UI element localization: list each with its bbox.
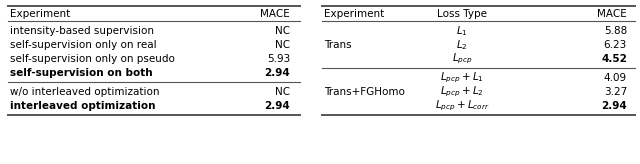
Text: self-supervision on both: self-supervision on both <box>10 68 152 78</box>
Text: Loss Type: Loss Type <box>437 9 487 19</box>
Text: 5.93: 5.93 <box>267 54 290 64</box>
Text: interleaved optimization: interleaved optimization <box>10 101 156 111</box>
Text: self-supervision only on real: self-supervision only on real <box>10 40 157 50</box>
Text: $L_2$: $L_2$ <box>456 38 468 52</box>
Text: 2.94: 2.94 <box>601 101 627 111</box>
Text: $L_{pcp} + L_2$: $L_{pcp} + L_2$ <box>440 85 484 99</box>
Text: MACE: MACE <box>597 9 627 19</box>
Text: $L_{pcp} + L_{corr}$: $L_{pcp} + L_{corr}$ <box>435 99 490 113</box>
Text: 2.94: 2.94 <box>264 68 290 78</box>
Text: intensity-based supervision: intensity-based supervision <box>10 26 154 36</box>
Text: 3.27: 3.27 <box>604 87 627 97</box>
Text: 6.23: 6.23 <box>604 40 627 50</box>
Text: Experiment: Experiment <box>324 9 384 19</box>
Text: Trans+FGHomo: Trans+FGHomo <box>324 87 405 97</box>
Text: NC: NC <box>275 26 290 36</box>
Text: NC: NC <box>275 40 290 50</box>
Text: $L_{pcp} + L_1$: $L_{pcp} + L_1$ <box>440 71 484 85</box>
Text: 4.09: 4.09 <box>604 73 627 83</box>
Text: $L_1$: $L_1$ <box>456 24 468 38</box>
Text: 5.88: 5.88 <box>604 26 627 36</box>
Text: self-supervision only on pseudo: self-supervision only on pseudo <box>10 54 175 64</box>
Text: MACE: MACE <box>260 9 290 19</box>
Text: NC: NC <box>275 87 290 97</box>
Text: Trans: Trans <box>324 40 351 50</box>
Text: $L_{pcp}$: $L_{pcp}$ <box>452 52 472 66</box>
Text: Experiment: Experiment <box>10 9 70 19</box>
Text: w/o interleaved optimization: w/o interleaved optimization <box>10 87 159 97</box>
Text: 4.52: 4.52 <box>601 54 627 64</box>
Text: 2.94: 2.94 <box>264 101 290 111</box>
